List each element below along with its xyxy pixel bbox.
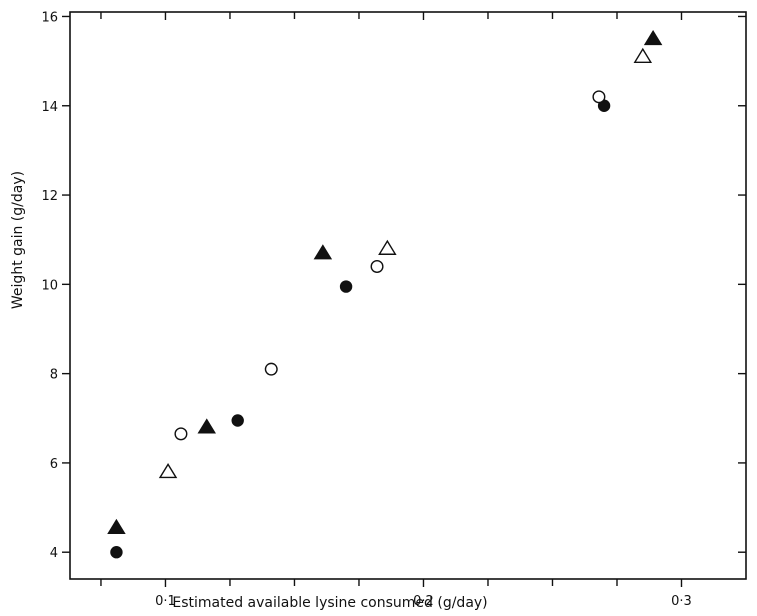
data-point <box>378 239 397 255</box>
y-tick-label: 12 <box>41 189 58 204</box>
x-axis-title: Estimated available lysine consumed (g/d… <box>172 595 487 611</box>
data-point <box>264 362 278 376</box>
plot-border <box>69 11 747 580</box>
data-point <box>158 463 178 479</box>
data-point <box>339 280 353 293</box>
data-point <box>197 418 216 434</box>
y-tick-label: 16 <box>41 10 58 25</box>
x-axis: 0·1 0·2 0·3 <box>100 12 692 609</box>
data-point <box>107 518 126 534</box>
data-points <box>107 29 663 559</box>
y-tick-label: 10 <box>41 278 58 293</box>
plot-frame <box>69 11 747 580</box>
data-point <box>643 29 663 46</box>
y-axis-title: Weight gain (g/day) <box>10 171 26 309</box>
y-axis: 4 6 8 10 12 14 16 <box>41 10 746 561</box>
x-tick-label: 0·3 <box>671 594 692 609</box>
x-tick-label: 0·2 <box>413 594 434 609</box>
data-point <box>370 259 384 273</box>
data-point <box>633 47 653 63</box>
data-point <box>592 90 606 104</box>
y-tick-label: 8 <box>50 368 58 383</box>
data-point <box>231 414 244 427</box>
y-tick-label: 4 <box>50 546 58 561</box>
y-tick-label: 6 <box>50 457 58 472</box>
data-point <box>110 546 123 559</box>
data-point <box>174 427 188 441</box>
data-point <box>313 244 333 260</box>
y-tick-label: 14 <box>41 100 58 115</box>
x-tick-label: 0·1 <box>155 594 176 609</box>
